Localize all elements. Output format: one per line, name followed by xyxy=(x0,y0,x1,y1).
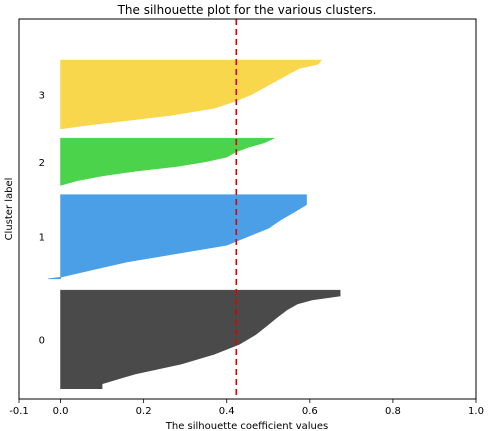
cluster-label-3: 3 xyxy=(39,90,45,101)
y-axis-label: Cluster label xyxy=(4,178,15,241)
cluster-1-silhouette xyxy=(48,194,307,280)
x-tick-label: 0.4 xyxy=(219,406,235,417)
silhouette-clusters xyxy=(48,59,341,390)
x-tick-label: 1.0 xyxy=(468,406,484,417)
x-axis-label: The silhouette coefficient values xyxy=(165,421,329,431)
x-axis-ticks: -0.1 0.0 0.2 0.4 0.6 0.8 1.0 xyxy=(9,399,484,417)
chart-title: The silhouette plot for the various clus… xyxy=(117,3,377,17)
cluster-3-silhouette xyxy=(60,59,323,130)
x-tick-label: 0.6 xyxy=(302,406,318,417)
cluster-2-silhouette xyxy=(60,137,275,186)
cluster-label-0: 0 xyxy=(39,335,45,346)
cluster-label-2: 2 xyxy=(39,158,45,169)
plot-frame xyxy=(18,18,477,400)
y-axis-cluster-labels: 0 1 2 3 xyxy=(39,90,45,346)
x-tick-label: 0.2 xyxy=(136,406,152,417)
cluster-0-silhouette xyxy=(60,289,341,390)
x-tick-label: 0.0 xyxy=(53,406,69,417)
x-tick-label: 0.8 xyxy=(385,406,401,417)
cluster-label-1: 1 xyxy=(39,233,45,244)
x-tick-label: -0.1 xyxy=(9,406,29,417)
